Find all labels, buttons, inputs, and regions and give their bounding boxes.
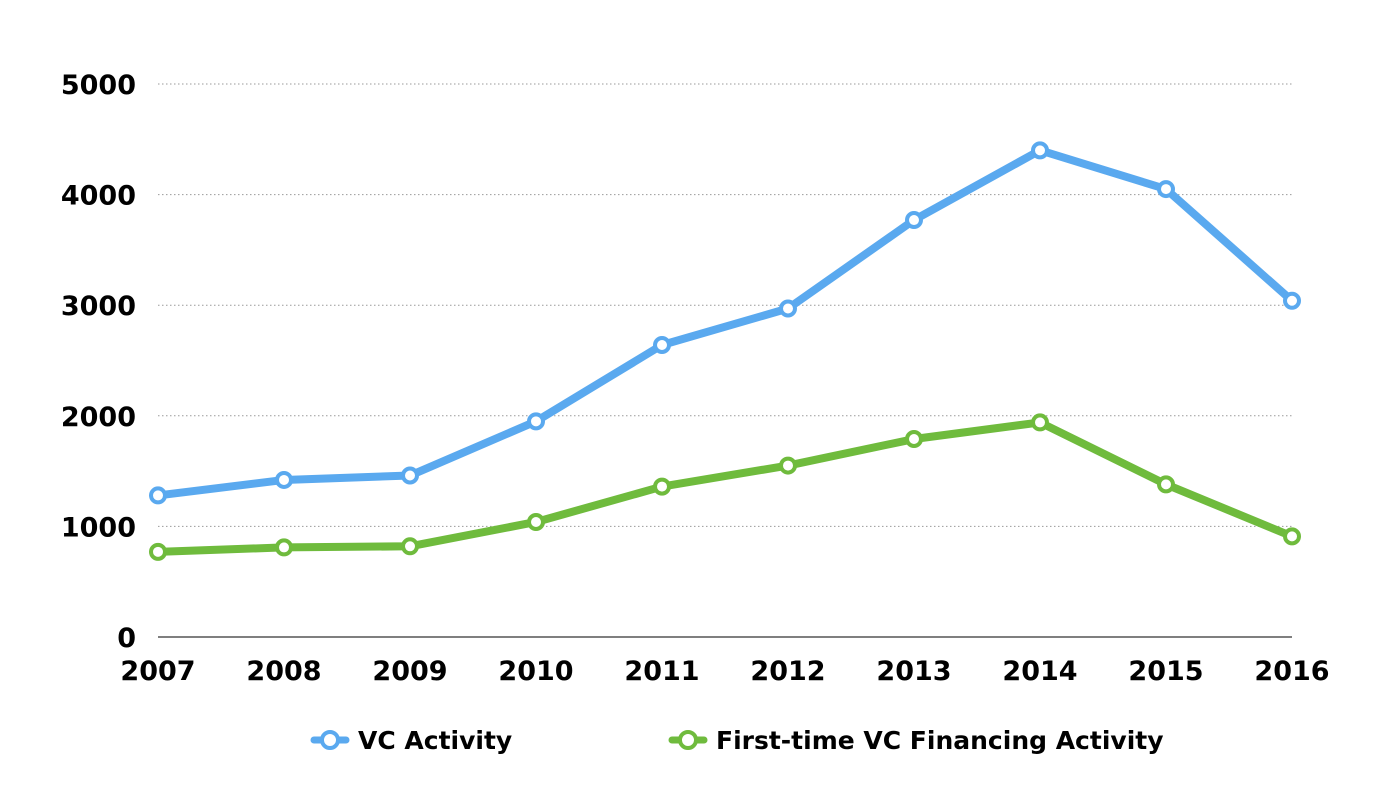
- legend: VC Activity First-time VC Financing Activ…: [310, 726, 1164, 755]
- data-point-vc-activity-2016: [1283, 291, 1301, 310]
- data-point-first-time-vc-financing-activity-2008: [275, 538, 293, 557]
- legend-marker-icon: [678, 730, 698, 750]
- legend-item-vc-activity: VC Activity: [310, 726, 512, 755]
- gridlines: [158, 83, 1292, 527]
- y-tick-label-4000: 4000: [61, 181, 136, 212]
- data-point-vc-activity-2015: [1157, 180, 1175, 199]
- data-point-vc-activity-2012: [779, 299, 797, 318]
- x-tick-label-2010: 2010: [498, 656, 573, 687]
- data-point-first-time-vc-financing-activity-2011: [653, 477, 671, 496]
- data-point-first-time-vc-financing-activity-2016: [1283, 527, 1301, 546]
- y-tick-label-0: 0: [117, 623, 136, 654]
- x-tick-label-2011: 2011: [624, 656, 699, 687]
- data-point-vc-activity-2011: [653, 336, 671, 355]
- x-tick-label-2016: 2016: [1254, 656, 1329, 687]
- series-vc-activity: [149, 141, 1301, 505]
- x-tick-label-2015: 2015: [1128, 656, 1203, 687]
- data-point-vc-activity-2009: [401, 466, 419, 485]
- data-point-first-time-vc-financing-activity-2013: [905, 430, 923, 449]
- data-point-first-time-vc-financing-activity-2012: [779, 456, 797, 475]
- legend-marker-icon: [320, 730, 340, 750]
- data-point-vc-activity-2008: [275, 470, 293, 489]
- x-axis-tick-labels: 2007 2008 2009 2010 2011 2012 2013 2014 2015 2016: [120, 656, 1329, 687]
- series-line-vc-activity: [154, 146, 1296, 500]
- data-point-vc-activity-2010: [527, 412, 545, 431]
- y-tick-label-1000: 1000: [61, 512, 136, 543]
- series-line-first-time-vc-financing-activity: [154, 418, 1296, 556]
- x-tick-label-2014: 2014: [1002, 656, 1077, 687]
- data-point-vc-activity-2014: [1031, 141, 1049, 160]
- y-tick-label-3000: 3000: [61, 291, 136, 322]
- y-axis-tick-labels: 0 1000 2000 3000 4000 5000: [61, 70, 136, 654]
- series-group: [149, 141, 1301, 561]
- data-point-vc-activity-2013: [905, 211, 923, 230]
- y-tick-label-5000: 5000: [61, 70, 136, 101]
- x-tick-label-2007: 2007: [120, 656, 195, 687]
- data-point-first-time-vc-financing-activity-2010: [527, 512, 545, 531]
- x-tick-label-2008: 2008: [246, 656, 321, 687]
- data-point-first-time-vc-financing-activity-2014: [1031, 413, 1049, 432]
- legend-item-first-time-vc-financing-activity: First-time VC Financing Activity: [668, 726, 1164, 755]
- x-tick-label-2013: 2013: [876, 656, 951, 687]
- data-point-first-time-vc-financing-activity-2009: [401, 537, 419, 556]
- series-first-time-vc-financing-activity: [149, 413, 1301, 561]
- legend-label: First-time VC Financing Activity: [716, 726, 1164, 755]
- data-point-first-time-vc-financing-activity-2007: [149, 542, 167, 561]
- data-point-vc-activity-2007: [149, 486, 167, 505]
- x-tick-label-2009: 2009: [372, 656, 447, 687]
- x-tick-label-2012: 2012: [750, 656, 825, 687]
- y-tick-label-2000: 2000: [61, 402, 136, 433]
- data-point-first-time-vc-financing-activity-2015: [1157, 475, 1175, 494]
- legend-label: VC Activity: [358, 726, 512, 755]
